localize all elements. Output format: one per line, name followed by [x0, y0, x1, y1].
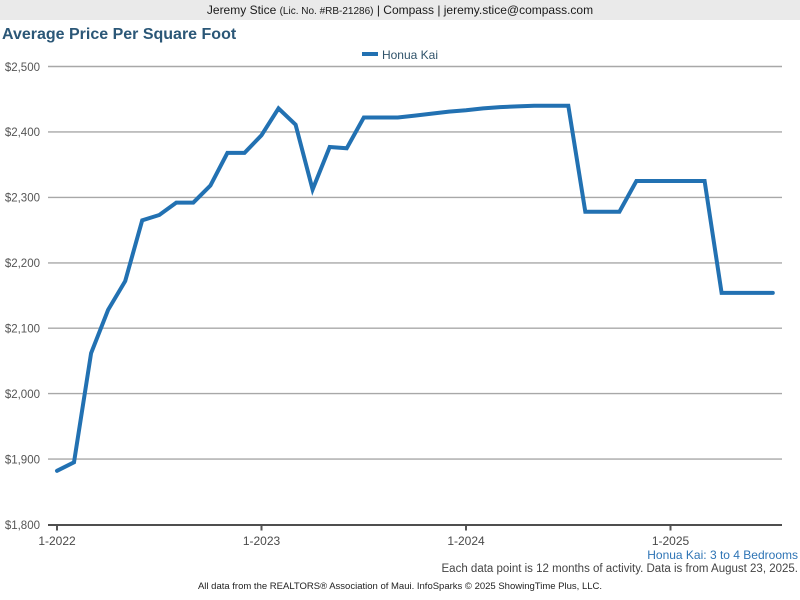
svg-text:$2,200: $2,200: [5, 258, 40, 270]
svg-text:$2,300: $2,300: [5, 193, 40, 205]
svg-text:1-2024: 1-2024: [447, 534, 485, 548]
svg-text:$1,800: $1,800: [5, 520, 40, 532]
svg-text:1-2022: 1-2022: [38, 534, 76, 548]
svg-text:$2,400: $2,400: [5, 127, 40, 139]
svg-text:$1,900: $1,900: [5, 454, 40, 466]
svg-text:$2,500: $2,500: [5, 62, 40, 74]
svg-text:$2,100: $2,100: [5, 324, 40, 336]
svg-text:$2,000: $2,000: [5, 389, 40, 401]
svg-text:1-2025: 1-2025: [652, 534, 690, 548]
svg-text:1-2023: 1-2023: [243, 534, 281, 548]
